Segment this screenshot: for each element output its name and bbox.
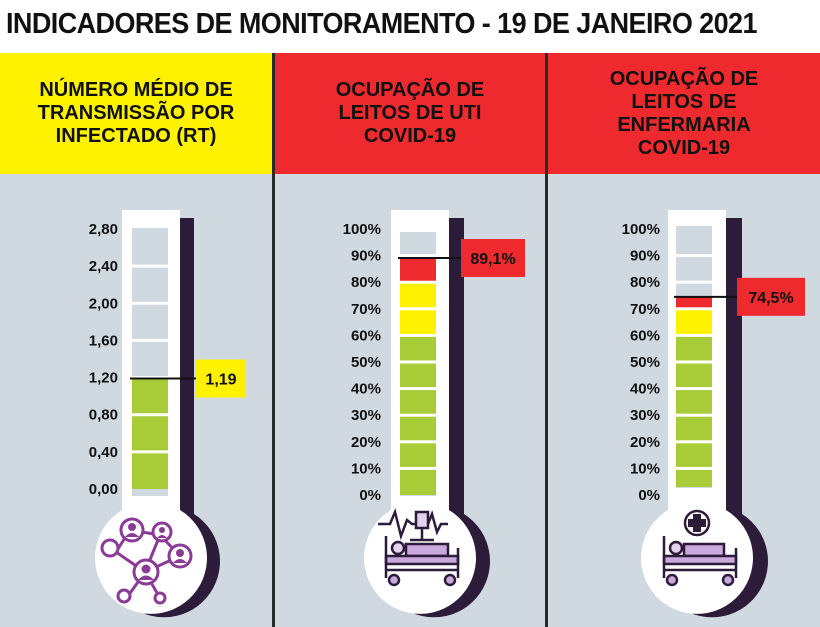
thermometer-fill-segment (400, 335, 436, 362)
thermometer-fill-segment (132, 378, 168, 415)
thermometer-fill-segment (132, 451, 168, 489)
value-label: 1,19 (205, 372, 236, 389)
tick-label: 50% (630, 354, 660, 371)
tick-label: 10% (630, 460, 660, 477)
value-label: 74,5% (748, 290, 793, 307)
thermometer-fill-segment (676, 335, 712, 362)
tick-label: 1,20 (89, 370, 118, 387)
tick-label: 0,00 (89, 481, 118, 498)
tick-label: 70% (351, 301, 381, 318)
thermometer-fill-segment (676, 415, 712, 442)
thermometer-tick-line (400, 254, 436, 258)
thermometer-tick-line (400, 387, 436, 391)
thermometer-fill-segment (400, 468, 436, 495)
thermometer-fill-segment (400, 308, 436, 336)
thermometer-tick-line (400, 360, 436, 364)
thermometer-fill-segment (400, 257, 436, 283)
thermometer-fill-segment (676, 308, 712, 336)
thermometer-tick-line (132, 264, 168, 268)
tick-label: 80% (351, 274, 381, 291)
thermometer-tick-line (676, 360, 712, 364)
thermometer-fill-segment (132, 414, 168, 452)
tick-label: 0,40 (89, 444, 118, 461)
tick-label: 40% (630, 381, 660, 398)
value-label: 89,1% (470, 251, 515, 268)
tick-label: 60% (351, 327, 381, 344)
page-title: INDICADORES DE MONITORAMENTO - 19 DE JAN… (6, 8, 758, 40)
tick-label: 2,00 (89, 295, 118, 312)
thermometer-fill-segment (400, 282, 436, 309)
thermometer-tick-line (132, 413, 168, 417)
thermometer-tick-line (676, 254, 712, 258)
thermometer-tick-line (676, 413, 712, 417)
tick-label: 100% (343, 221, 381, 238)
thermometer-tick-line (400, 466, 436, 470)
thermometer-tick-line (400, 307, 436, 311)
panel-header-rt: NÚMERO MÉDIO DE TRANSMISSÃO POR INFECTAD… (0, 53, 272, 174)
thermometer-tick-line (676, 280, 712, 284)
tick-label: 70% (630, 301, 660, 318)
panel-divider (545, 53, 548, 627)
icu-bed-monitor-icon (378, 508, 460, 587)
tick-label: 20% (630, 434, 660, 451)
tick-label: 0,80 (89, 407, 118, 424)
tick-label: 90% (630, 248, 660, 265)
thermometer-tick-line (400, 333, 436, 337)
ward-bed-cross-icon (662, 509, 738, 587)
thermometer-tick-line (400, 440, 436, 444)
network-people-icon (100, 517, 193, 605)
thermometer-tick-line (132, 338, 168, 342)
tick-label: 10% (351, 460, 381, 477)
thermometer-fill-segment (676, 296, 712, 309)
value-label-box (196, 359, 246, 398)
tick-label: 30% (630, 407, 660, 424)
tick-label: 50% (351, 354, 381, 371)
thermometer-fill-segment (400, 441, 436, 469)
thermometer-tick-line (676, 333, 712, 337)
thermometer-fill-segment (400, 388, 436, 416)
thermometer-tick-line (400, 413, 436, 417)
thermometer-fill-segment (676, 388, 712, 416)
value-label-box (737, 277, 805, 316)
thermometer-tick-line (400, 280, 436, 284)
thermometer-fill-segment (400, 415, 436, 442)
value-label-box (461, 238, 525, 277)
tick-label: 0% (638, 487, 660, 504)
thermometer-fill-segment (676, 362, 712, 389)
tick-label: 40% (351, 381, 381, 398)
tick-label: 100% (622, 221, 660, 238)
panel-divider (272, 53, 275, 627)
panel-header-enfermaria: OCUPAÇÃO DE LEITOS DE ENFERMARIA COVID-1… (548, 53, 820, 174)
thermometer-fill-segment (676, 468, 712, 487)
panel-header-uti: OCUPAÇÃO DE LEITOS DE UTI COVID-19 (275, 53, 545, 174)
tick-label: 2,80 (89, 221, 118, 238)
tick-label: 20% (351, 434, 381, 451)
thermometer-tick-line (676, 307, 712, 311)
tick-label: 60% (630, 327, 660, 344)
tick-label: 30% (351, 407, 381, 424)
tick-label: 0% (359, 487, 381, 504)
thermometer-tick-line (676, 440, 712, 444)
thermometer-tick-line (132, 301, 168, 305)
thermometer-tick-line (676, 387, 712, 391)
thermometer-fill-segment (676, 441, 712, 469)
tick-label: 1,60 (89, 332, 118, 349)
tick-label: 2,40 (89, 258, 118, 275)
thermometer-fill-segment (400, 362, 436, 389)
thermometer-tick-line (132, 450, 168, 454)
thermometer-tick-line (676, 466, 712, 470)
tick-label: 80% (630, 274, 660, 291)
tick-label: 90% (351, 248, 381, 265)
